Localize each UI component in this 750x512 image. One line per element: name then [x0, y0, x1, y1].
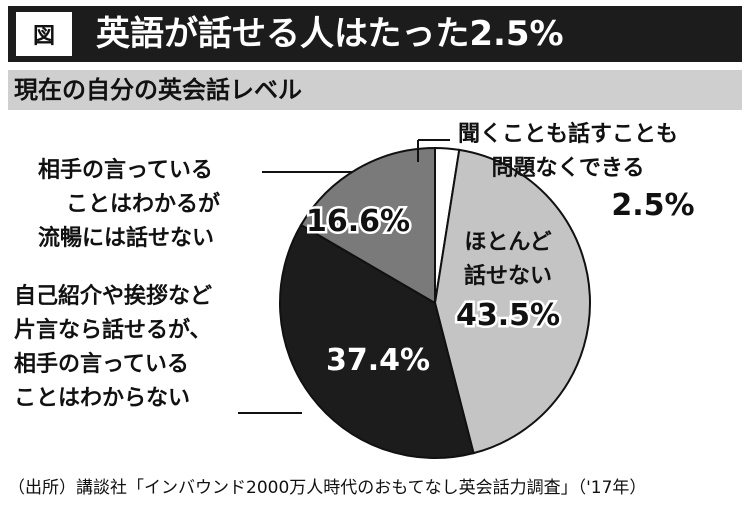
subtitle-bar — [8, 70, 742, 110]
figure-label: 図 — [16, 12, 72, 56]
pie-slice — [299, 146, 436, 305]
pie-value-label: 37.4% — [326, 343, 430, 378]
source-note: （出所）講談社「インバウンド2000万人時代のおもてなし英会話力調査」（'17年… — [8, 478, 647, 498]
slice-label-fluent: 聞くことも話すことも 問題なくできる — [458, 122, 679, 181]
chart-subtitle: 現在の自分の英会話レベル — [14, 76, 302, 104]
slice-label-understand: 相手の言っている ことはわかるが 流暢には話せない — [38, 158, 221, 251]
slice-label-introduce: 自己紹介や挨拶など 片言なら話せるが、 相手の言っている ことはわからない — [14, 284, 213, 411]
title-bar — [8, 6, 742, 62]
pie-slice — [433, 148, 591, 455]
pie-value-label: 16.6% — [306, 204, 410, 239]
chart-title: 英語が話せる人はたった2.5% — [96, 14, 564, 54]
slice-label-cannot: ほとんど 話せない — [463, 230, 552, 289]
pie-value-label: 43.5% — [456, 298, 560, 333]
pie-value-label: 2.5% — [611, 188, 694, 223]
pie-slice — [279, 223, 475, 459]
